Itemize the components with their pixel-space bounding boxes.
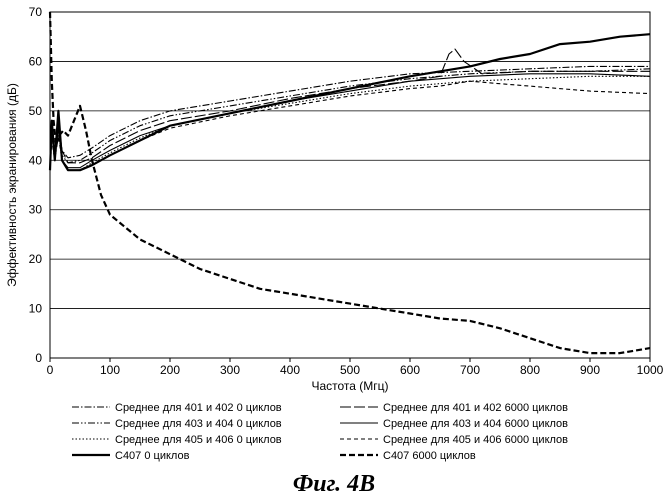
x-tick-label: 800 [520,363,540,377]
x-tick-label: 900 [580,363,600,377]
legend-entry: Среднее для 403 и 404 0 циклов [115,418,282,430]
legend-entry: Среднее для 401 и 402 6000 циклов [383,402,568,414]
grid [50,61,650,308]
y-tick-labels: 0 10 20 30 40 50 60 70 [29,5,43,365]
x-tick-label: 1000 [637,363,664,377]
x-axis-label: Частота (Мгц) [311,379,388,393]
y-tick-label: 70 [29,5,43,19]
x-tick-label: 200 [160,363,180,377]
figure-caption: Фиг. 4B [293,471,375,497]
x-tick-label: 100 [100,363,120,377]
x-tick-label: 0 [47,363,54,377]
x-tick-label: 700 [460,363,480,377]
series-line-3 [50,69,650,170]
y-tick-label: 40 [29,153,43,167]
plot-frame [50,12,650,358]
legend-entry: С407 6000 циклов [383,450,476,462]
y-tick-label: 60 [29,54,43,68]
x-tick-labels: 0 100 200 300 400 500 600 700 800 900 1000 [47,358,664,377]
y-tick-label: 10 [29,302,43,316]
series-line-7 [50,34,650,170]
series-line-5 [50,76,650,170]
y-axis-label: Эффективность экранирования (дБ) [5,83,19,287]
legend: Среднее для 401 и 402 0 циклов Среднее дл… [72,402,568,462]
y-tick-label: 20 [29,252,43,266]
legend-entry: Среднее для 401 и 402 0 циклов [115,402,282,414]
x-tick-label: 400 [280,363,300,377]
x-tick-label: 600 [400,363,420,377]
legend-entry: Среднее для 403 и 404 6000 циклов [383,418,568,430]
series-line-1 [50,66,650,170]
x-tick-label: 300 [220,363,240,377]
legend-entry: Среднее для 405 и 406 6000 циклов [383,434,568,446]
legend-entry: Среднее для 405 и 406 0 циклов [115,434,282,446]
series-lines [50,12,650,353]
x-tick-label: 500 [340,363,360,377]
y-tick-label: 0 [35,351,42,365]
y-tick-label: 30 [29,203,43,217]
y-tick-label: 50 [29,104,43,118]
legend-entry: С407 0 циклов [115,450,190,462]
series-line-8 [50,12,650,353]
